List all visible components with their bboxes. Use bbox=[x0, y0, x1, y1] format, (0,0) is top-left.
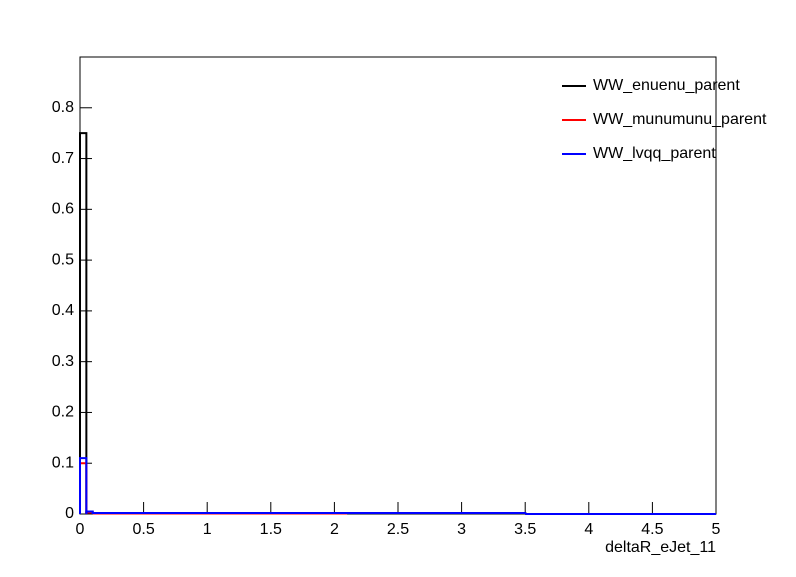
histogram-bin bbox=[91, 511, 349, 514]
y-tick-label: 0.6 bbox=[52, 201, 74, 218]
histogram-bin bbox=[79, 457, 88, 514]
y-tick-label: 0.8 bbox=[52, 99, 74, 116]
x-tick-label: 5 bbox=[712, 521, 721, 538]
x-tick-label: 1 bbox=[203, 521, 212, 538]
y-tick-label: 0.2 bbox=[52, 404, 74, 421]
x-tick-label: 1.5 bbox=[260, 521, 282, 538]
y-tick-label: 0.7 bbox=[52, 150, 74, 167]
legend-label: WW_munumunu_parent bbox=[593, 111, 767, 128]
histogram-bin bbox=[79, 132, 88, 514]
y-tick-label: 0.3 bbox=[52, 353, 74, 370]
x-tick-label: 0.5 bbox=[132, 521, 154, 538]
y-tick-label: 0.1 bbox=[52, 454, 74, 471]
x-tick-label: 2.5 bbox=[387, 521, 409, 538]
y-tick-label: 0.5 bbox=[52, 251, 74, 268]
x-axis-label: deltaR_eJet_11 bbox=[605, 539, 716, 556]
x-tick-label: 2 bbox=[330, 521, 339, 538]
x-tick-label: 4.5 bbox=[641, 521, 663, 538]
legend-label: WW_enuenu_parent bbox=[593, 77, 740, 94]
y-tick-label: 0.4 bbox=[52, 302, 74, 319]
histogram-bin bbox=[346, 511, 527, 514]
y-tick-label: 0 bbox=[65, 505, 74, 522]
legend-label: WW_lvqq_parent bbox=[593, 145, 716, 162]
x-tick-label: 3.5 bbox=[514, 521, 536, 538]
x-tick-label: 3 bbox=[457, 521, 466, 538]
x-tick-label: 4 bbox=[584, 521, 593, 538]
x-tick-label: 0 bbox=[76, 521, 85, 538]
